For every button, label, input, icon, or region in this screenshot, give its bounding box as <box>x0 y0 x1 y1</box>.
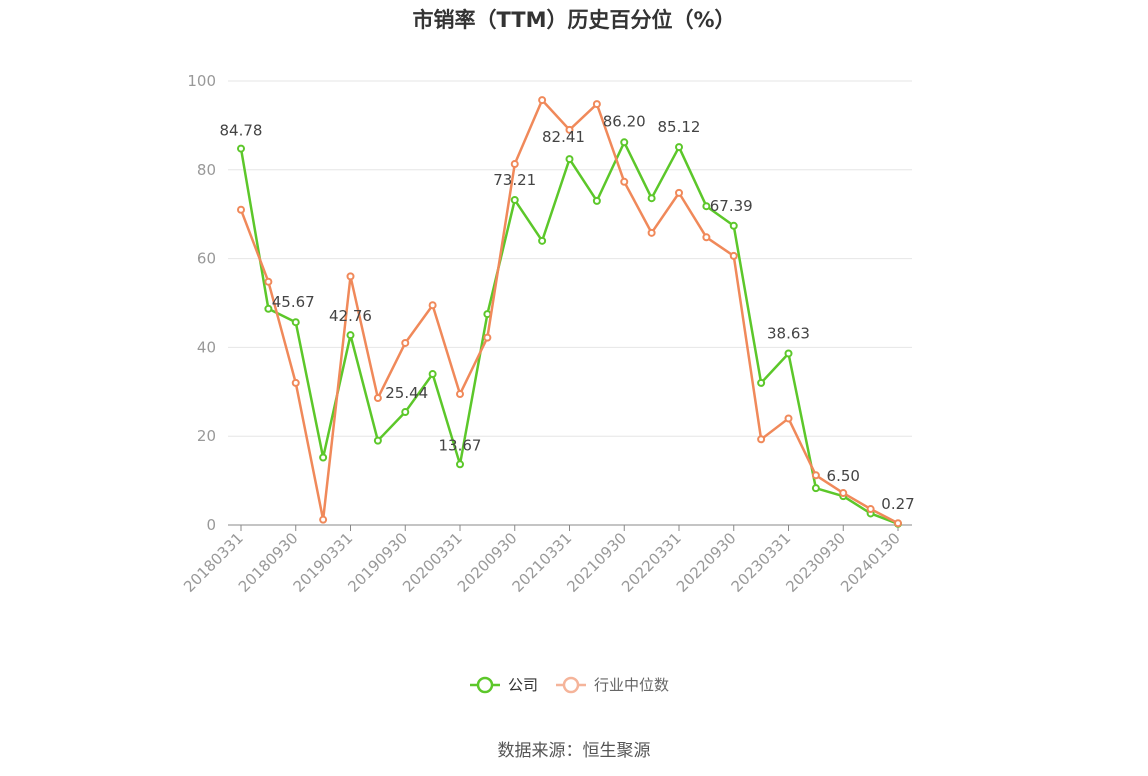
data-point <box>620 138 629 147</box>
data-point <box>811 471 820 480</box>
data-label: 6.50 <box>827 467 860 485</box>
legend: 公司 行业中位数 <box>470 676 669 694</box>
data-point <box>538 96 547 105</box>
y-tick-label: 0 <box>206 516 216 534</box>
data-point <box>592 100 601 109</box>
data-point <box>647 194 656 203</box>
data-point <box>291 378 300 387</box>
data-point <box>866 505 875 514</box>
chart-title: 市销率（TTM）历史百分位（%） <box>412 8 736 32</box>
data-point <box>319 453 328 462</box>
data-label: 0.27 <box>881 495 914 513</box>
data-point <box>346 272 355 281</box>
y-tick-label: 20 <box>197 427 216 445</box>
legend-label: 行业中位数 <box>594 676 669 694</box>
data-point <box>373 436 382 445</box>
data-label: 82.41 <box>542 128 585 146</box>
y-tick-label: 80 <box>197 161 216 179</box>
data-point <box>757 378 766 387</box>
data-point <box>401 408 410 417</box>
data-label: 85.12 <box>658 118 701 136</box>
data-point <box>702 202 711 211</box>
data-label: 42.76 <box>329 307 372 325</box>
data-point <box>346 331 355 340</box>
data-point <box>373 394 382 403</box>
source-note: 数据来源：恒生聚源 <box>497 741 651 761</box>
data-label: 73.21 <box>493 171 536 189</box>
data-point <box>428 370 437 379</box>
data-point <box>237 205 245 214</box>
data-point <box>757 435 766 444</box>
data-point <box>729 221 738 230</box>
data-point <box>291 318 300 327</box>
data-point <box>264 304 273 313</box>
legend-marker <box>476 676 494 694</box>
data-label: 84.78 <box>220 122 263 140</box>
y-tick-label: 40 <box>197 338 216 356</box>
data-labels: 84.78 45.67 42.76 25.44 13.67 73.21 82.41 86.20… <box>220 112 915 513</box>
data-point <box>620 177 629 186</box>
data-point <box>729 251 738 260</box>
data-label: 86.20 <box>603 112 646 130</box>
data-point <box>483 333 492 342</box>
x-tick-label: 20240130 <box>837 529 904 596</box>
data-point <box>456 460 464 469</box>
data-label: 38.63 <box>767 324 810 342</box>
data-point <box>702 233 711 242</box>
data-point <box>483 310 492 319</box>
legend-marker <box>562 676 580 694</box>
data-label: 13.67 <box>439 436 482 454</box>
data-point <box>894 519 902 528</box>
legend-label: 公司 <box>508 676 538 694</box>
data-point <box>401 338 410 347</box>
data-point <box>456 390 464 399</box>
data-label: 25.44 <box>385 384 428 402</box>
legend-item-0: 公司 <box>470 676 538 694</box>
data-point <box>319 515 328 524</box>
data-point <box>510 195 519 204</box>
data-point <box>565 125 574 134</box>
data-point <box>538 236 547 245</box>
data-label: 45.67 <box>272 293 315 311</box>
data-point <box>675 143 683 152</box>
data-label: 67.39 <box>710 197 753 215</box>
data-point <box>237 144 245 153</box>
data-point <box>510 160 519 169</box>
data-point <box>811 484 820 493</box>
series <box>237 96 902 528</box>
data-point <box>565 155 574 164</box>
data-point <box>428 301 437 310</box>
data-point <box>784 414 793 423</box>
data-point <box>264 277 273 286</box>
data-point <box>784 349 793 358</box>
data-point <box>592 196 601 205</box>
y-tick-label: 60 <box>197 250 216 268</box>
y-tick-label: 100 <box>187 72 216 90</box>
data-point <box>675 188 683 197</box>
data-point <box>647 228 656 237</box>
data-point <box>839 489 848 498</box>
legend-item-1: 行业中位数 <box>556 676 669 694</box>
